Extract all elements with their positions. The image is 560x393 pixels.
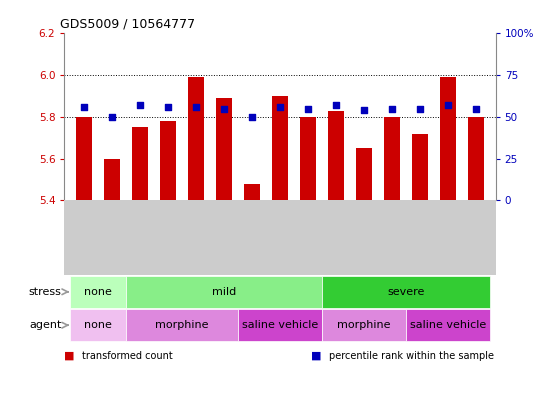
Text: mild: mild	[212, 287, 236, 297]
Bar	[244, 184, 260, 200]
Bar	[216, 98, 232, 200]
Bar	[126, 309, 238, 341]
Point	[164, 104, 172, 110]
Bar	[238, 309, 322, 341]
Bar	[104, 159, 120, 200]
Bar	[70, 309, 126, 341]
Bar	[412, 134, 428, 200]
Bar	[406, 309, 490, 341]
Point	[472, 105, 480, 112]
Bar	[468, 117, 484, 200]
Point	[360, 107, 368, 113]
Point	[304, 105, 312, 112]
Bar	[272, 96, 288, 200]
Text: none: none	[84, 320, 112, 330]
Bar	[300, 117, 316, 200]
Bar	[440, 77, 456, 200]
Text: saline vehicle: saline vehicle	[242, 320, 318, 330]
Point	[108, 114, 116, 120]
Bar	[76, 117, 92, 200]
Text: none: none	[84, 287, 112, 297]
Bar	[328, 111, 344, 200]
Point	[248, 114, 256, 120]
Bar	[322, 276, 490, 308]
Point	[332, 102, 340, 108]
Text: GDS5009 / 10564777: GDS5009 / 10564777	[60, 18, 195, 31]
Text: transformed count: transformed count	[82, 351, 173, 361]
Point	[136, 102, 144, 108]
Point	[220, 105, 228, 112]
Text: ■: ■	[64, 351, 75, 361]
Bar	[126, 276, 322, 308]
Text: morphine: morphine	[155, 320, 209, 330]
Text: agent: agent	[29, 320, 62, 330]
Point	[80, 104, 88, 110]
Bar	[132, 127, 148, 200]
Bar	[160, 121, 176, 200]
Point	[444, 102, 452, 108]
Point	[192, 104, 200, 110]
Text: percentile rank within the sample: percentile rank within the sample	[329, 351, 494, 361]
Bar	[356, 148, 372, 200]
Text: saline vehicle: saline vehicle	[410, 320, 486, 330]
Text: severe: severe	[388, 287, 424, 297]
Text: stress: stress	[29, 287, 62, 297]
Point	[388, 105, 396, 112]
Point	[276, 104, 284, 110]
Bar	[188, 77, 204, 200]
Bar	[322, 309, 406, 341]
Bar	[384, 117, 400, 200]
Point	[416, 105, 424, 112]
Text: ■: ■	[311, 351, 321, 361]
Bar	[70, 276, 126, 308]
Text: morphine: morphine	[337, 320, 391, 330]
